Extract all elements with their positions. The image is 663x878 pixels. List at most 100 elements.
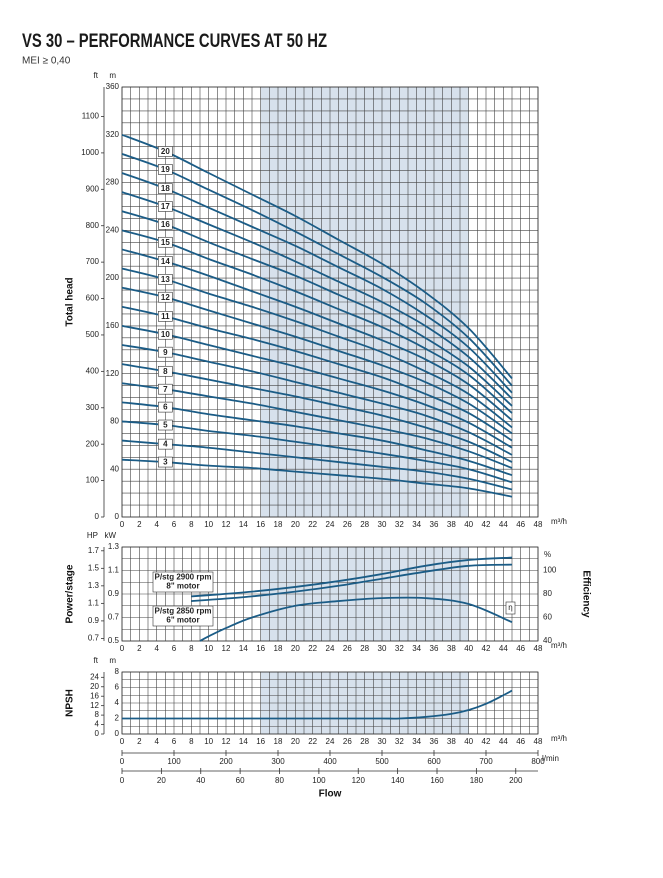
secondary-tick-label: 20 [90,682,99,691]
stage-label: 20 [161,147,170,156]
x-tick-label: 12 [222,520,231,529]
y-tick-label: 0.7 [108,613,120,622]
x-tick-label: 30 [378,644,387,653]
x-unit: m³/h [551,641,567,650]
annotation-box [505,601,516,615]
x-tick-label: 22 [308,737,317,746]
secondary-tick-label: 200 [86,439,100,448]
stage-label: 19 [161,165,170,174]
flow-tick-label: 80 [275,776,284,785]
x-tick-label: 0 [120,737,125,746]
annotation-box [152,605,214,627]
flow-tick-label: 500 [375,757,389,766]
x-tick-label: 8 [189,644,194,653]
x-tick-label: 38 [447,644,456,653]
secondary-tick-label: 1100 [82,112,100,121]
y2-tick-label: 60 [543,613,552,622]
x-tick-label: 34 [412,520,421,529]
x-tick-label: 28 [360,520,369,529]
x-tick-label: 46 [516,644,525,653]
x-tick-label: 28 [360,737,369,746]
stage-label: 13 [161,275,170,284]
secondary-tick-label: 700 [86,257,100,266]
y-tick-label: 2 [115,714,120,723]
stage-label-box [158,256,173,267]
y2-tick-label: 40 [543,636,552,645]
x-tick-label: 20 [291,520,300,529]
x-tick-label: 10 [204,520,213,529]
x-tick-label: 40 [464,644,473,653]
y-axis-title: Total head [65,277,76,326]
stage-label-box [158,438,173,450]
x-tick-label: 42 [482,737,491,746]
stage-label-box [158,383,173,395]
flow-tick-label: 180 [470,776,484,785]
annotation-box [152,571,214,593]
y-tick-label: 240 [106,225,120,234]
annotation-eta: η [508,603,512,612]
y2-unit: % [544,550,551,559]
x-tick-label: 8 [189,520,194,529]
x-tick-label: 28 [360,644,369,653]
y-tick-label: 0 [115,729,120,738]
stage-label: 9 [163,348,168,357]
secondary-tick-label: 900 [86,184,100,193]
x-tick-label: 6 [172,737,177,746]
x-tick-label: 24 [326,644,335,653]
x-tick-label: 36 [430,737,439,746]
flow-tick-label: 0 [120,776,125,785]
flow-tick-label: 600 [427,757,441,766]
stage-label: 4 [163,440,168,449]
x-tick-label: 2 [137,520,142,529]
annotation-name: P/stg 2850 rpm [155,607,212,616]
x-tick-label: 18 [274,737,283,746]
stage-label: 6 [163,403,168,412]
y2-axis-title: Efficiency [580,570,591,618]
stage-label: 5 [163,421,168,430]
series-line [191,556,513,598]
secondary-tick-label: 1.7 [88,546,100,555]
flow-tick-label: 100 [312,776,326,785]
secondary-tick-label: 1000 [81,148,99,157]
x-tick-label: 48 [534,520,543,529]
x-tick-label: 40 [464,520,473,529]
stage-label-box [158,236,173,248]
x-tick-label: 22 [308,520,317,529]
x-tick-label: 0 [120,644,125,653]
chart-subtitle: MEI ≥ 0,40 [22,56,71,67]
secondary-tick-label: 0.9 [88,616,100,625]
x-tick-label: 42 [482,520,491,529]
secondary-tick-label: 100 [86,476,100,485]
x-tick-label: 40 [464,737,473,746]
x-tick-label: 36 [430,520,439,529]
flow-tick-label: 60 [236,776,245,785]
series-line [191,563,513,602]
stage-label-box [158,401,173,413]
secondary-tick-label: 4 [95,720,100,729]
secondary-tick-label: 600 [86,294,100,303]
secondary-tick-label: 500 [86,330,100,339]
stage-label-box [158,183,173,194]
x-tick-label: 34 [412,644,421,653]
x-tick-label: 2 [137,644,142,653]
x-tick-label: 2 [137,737,142,746]
x-axis-title: Flow [319,789,342,800]
stage-label-box [158,274,173,285]
stage-label: 16 [161,220,170,229]
x-tick-label: 26 [343,644,352,653]
y-tick-label: 360 [106,82,120,91]
y-tick-label: 1.3 [108,542,120,551]
secondary-unit: HP [87,531,98,540]
series-line [121,229,513,414]
series-line [121,382,513,469]
x-tick-label: 42 [482,644,491,653]
y-tick-label: 320 [106,130,120,139]
secondary-tick-label: 300 [86,403,100,412]
secondary-tick-label: 1.5 [88,563,100,572]
y-tick-label: 0.5 [108,636,120,645]
series-line [121,439,513,491]
stage-label-box [158,219,173,230]
x-tick-label: 16 [256,737,265,746]
plot-frame [121,546,539,642]
stage-label: 11 [161,312,170,321]
